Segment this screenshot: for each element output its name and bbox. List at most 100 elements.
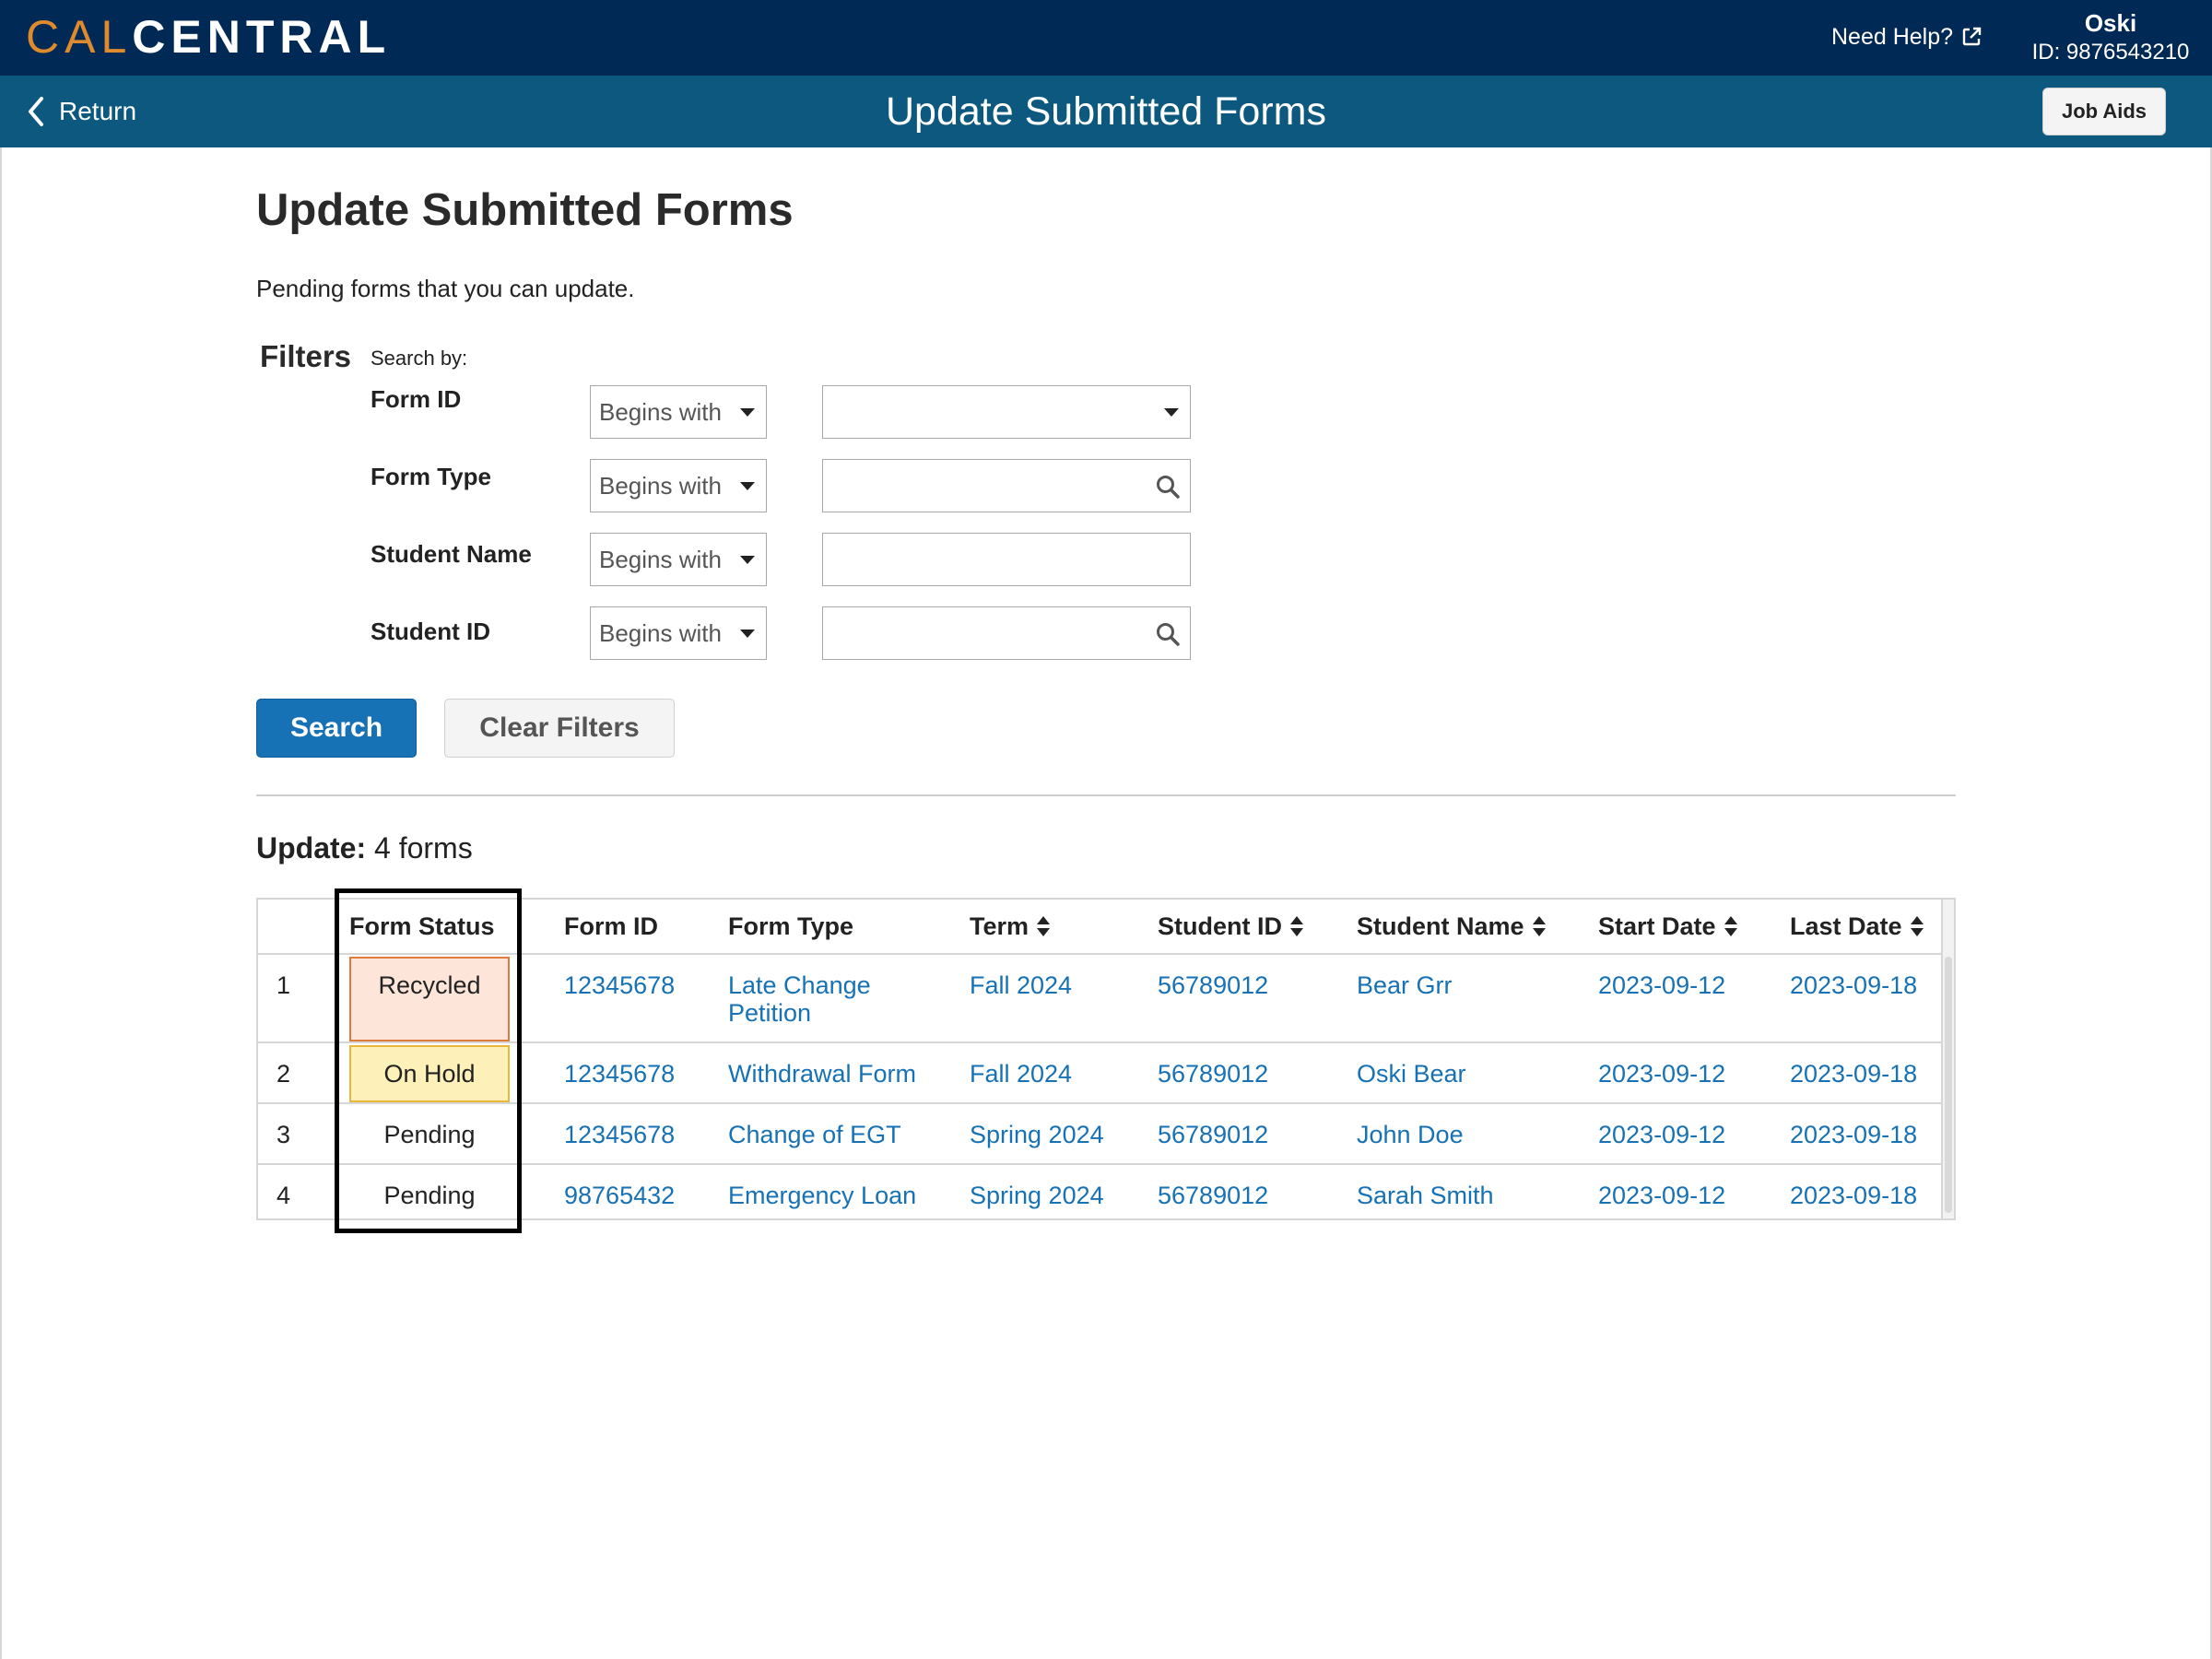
calcentral-logo[interactable]: CAL CENTRAL	[26, 11, 391, 63]
column-header-form-id: Form ID	[564, 900, 658, 953]
clear-filters-button[interactable]: Clear Filters	[444, 699, 675, 758]
form-type-line: Late Change	[728, 971, 871, 999]
form-type-line: Petition	[728, 999, 812, 1027]
sort-icon[interactable]	[1724, 915, 1738, 937]
search-by-label: Search by:	[371, 347, 468, 370]
form-type-link[interactable]: Change of EGT	[728, 1121, 901, 1148]
column-header-label: Form Type	[728, 912, 854, 940]
sort-icon[interactable]	[1289, 915, 1304, 937]
row-number: 3	[276, 1121, 291, 1148]
frame-border-left	[0, 147, 2, 1659]
status-label: On Hold	[383, 1060, 476, 1088]
return-button[interactable]: Return	[26, 94, 136, 129]
student-name-link[interactable]: Oski Bear	[1357, 1060, 1466, 1088]
term-link[interactable]: Fall 2024	[970, 971, 1073, 999]
return-label: Return	[59, 97, 137, 125]
student-id-input[interactable]	[822, 606, 1191, 660]
last-date-link[interactable]: 2023-09-18	[1790, 971, 1918, 999]
forms-table: Form Status Form ID Form Type Term Stude…	[256, 898, 1956, 1220]
column-header-label: Start Date	[1598, 912, 1716, 940]
column-header-label: Last Date	[1790, 912, 1902, 940]
form-type-input[interactable]	[822, 459, 1191, 512]
form-id-link[interactable]: 98765432	[564, 1182, 676, 1209]
column-header-student-id[interactable]: Student ID	[1158, 900, 1304, 953]
need-help-label: Need Help?	[1831, 23, 1954, 50]
form-type-link[interactable]: Withdrawal Form	[728, 1060, 917, 1088]
search-icon[interactable]	[1155, 474, 1181, 500]
search-button[interactable]: Search	[256, 699, 417, 758]
start-date-link[interactable]: 2023-09-12	[1598, 1121, 1726, 1148]
start-date-link[interactable]: 2023-09-12	[1598, 1182, 1726, 1209]
form-id-link[interactable]: 12345678	[564, 971, 676, 999]
filters-heading: Filters	[260, 339, 352, 373]
caret-down-icon	[740, 482, 755, 490]
term-link[interactable]: Fall 2024	[970, 1060, 1073, 1088]
form-type-operator-value: Begins with	[599, 471, 722, 500]
status-label: Pending	[383, 1182, 476, 1209]
table-header-divider	[258, 953, 1941, 955]
status-badge-pending: Pending	[349, 1169, 510, 1218]
sort-icon[interactable]	[1036, 915, 1051, 937]
status-badge-pending: Pending	[349, 1108, 510, 1163]
column-header-term[interactable]: Term	[970, 900, 1051, 953]
start-date-link[interactable]: 2023-09-12	[1598, 1060, 1726, 1088]
status-label: Pending	[383, 1121, 476, 1148]
form-id-operator-select[interactable]: Begins with	[590, 385, 767, 439]
status-label: Recycled	[378, 971, 481, 999]
student-name-link[interactable]: Sarah Smith	[1357, 1182, 1494, 1209]
student-name-link[interactable]: John Doe	[1357, 1121, 1464, 1148]
student-name-operator-value: Begins with	[599, 545, 722, 573]
user-id: ID: 9876543210	[2031, 40, 2190, 65]
column-header-form-status: Form Status	[349, 900, 495, 953]
term-link[interactable]: Spring 2024	[970, 1121, 1104, 1148]
section-divider	[256, 794, 1956, 796]
row-number: 2	[276, 1060, 291, 1088]
column-header-start-date[interactable]: Start Date	[1598, 900, 1738, 953]
filter-label-form-id: Form ID	[371, 385, 462, 413]
scrollbar-thumb[interactable]	[1945, 957, 1952, 1213]
header-page-title: Update Submitted Forms	[886, 89, 1326, 134]
student-id-operator-select[interactable]: Begins with	[590, 606, 767, 660]
student-id-link[interactable]: 56789012	[1158, 1060, 1269, 1088]
student-name-operator-select[interactable]: Begins with	[590, 533, 767, 586]
search-icon[interactable]	[1155, 621, 1181, 647]
frame-border-right	[2210, 147, 2212, 1659]
row-number: 1	[276, 971, 291, 999]
table-scrollbar[interactable]	[1941, 900, 1954, 1218]
student-id-operator-value: Begins with	[599, 618, 722, 647]
form-type-link[interactable]: Late Change Petition	[728, 971, 871, 1027]
form-id-operator-value: Begins with	[599, 397, 722, 426]
filter-label-student-name: Student Name	[371, 540, 532, 568]
results-count-label: Update:	[256, 831, 367, 865]
last-date-link[interactable]: 2023-09-18	[1790, 1121, 1918, 1148]
need-help-link[interactable]: Need Help?	[1831, 22, 1983, 52]
form-type-link[interactable]: Emergency Loan	[728, 1182, 917, 1209]
student-id-link[interactable]: 56789012	[1158, 971, 1269, 999]
top-header: CAL CENTRAL Need Help? Oski ID: 987654321…	[0, 0, 2212, 76]
form-id-link[interactable]: 12345678	[564, 1121, 676, 1148]
student-name-input[interactable]	[822, 533, 1191, 586]
form-type-operator-select[interactable]: Begins with	[590, 459, 767, 512]
filter-label-student-id: Student ID	[371, 618, 490, 645]
last-date-link[interactable]: 2023-09-18	[1790, 1182, 1918, 1209]
table-row-divider	[258, 1163, 1941, 1165]
sort-icon[interactable]	[1910, 915, 1924, 937]
student-name-link[interactable]: Bear Grr	[1357, 971, 1453, 999]
column-header-label: Student Name	[1357, 912, 1524, 940]
user-info[interactable]: Oski ID: 9876543210	[2009, 7, 2212, 66]
student-id-link[interactable]: 56789012	[1158, 1182, 1269, 1209]
student-id-link[interactable]: 56789012	[1158, 1121, 1269, 1148]
term-link[interactable]: Spring 2024	[970, 1182, 1104, 1209]
form-status-highlight-box	[335, 888, 522, 1233]
column-header-label: Student ID	[1158, 912, 1282, 940]
form-id-link[interactable]: 12345678	[564, 1060, 676, 1088]
start-date-link[interactable]: 2023-09-12	[1598, 971, 1726, 999]
job-aids-button[interactable]: Job Aids	[2042, 88, 2166, 135]
user-name: Oski	[2084, 9, 2137, 37]
last-date-link[interactable]: 2023-09-18	[1790, 1060, 1918, 1088]
column-header-form-type: Form Type	[728, 900, 853, 953]
form-id-value-select[interactable]	[822, 385, 1191, 439]
column-header-last-date[interactable]: Last Date	[1790, 900, 1924, 953]
column-header-student-name[interactable]: Student Name	[1357, 900, 1547, 953]
sort-icon[interactable]	[1532, 915, 1547, 937]
